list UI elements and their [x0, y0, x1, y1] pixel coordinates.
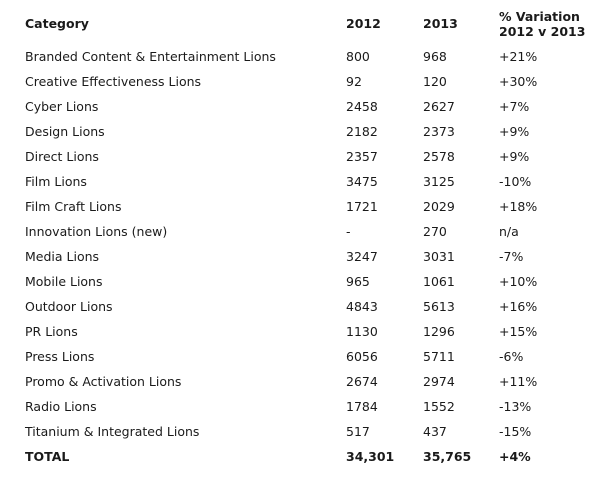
row-variation: -13% [499, 399, 532, 414]
row-category: Radio Lions [25, 399, 97, 414]
table-row: Press Lions 6056 5711 -6% [0, 344, 609, 369]
row-2012: 2458 [346, 99, 378, 114]
table-row: Direct Lions 2357 2578 +9% [0, 144, 609, 169]
row-variation: +30% [499, 74, 538, 89]
row-2013: 1552 [423, 399, 455, 414]
header-category: Category [25, 16, 89, 31]
row-2013: 1061 [423, 274, 455, 289]
row-2013: 120 [423, 74, 447, 89]
row-2012: 2357 [346, 149, 378, 164]
row-variation: -7% [499, 249, 524, 264]
row-2012: 517 [346, 424, 370, 439]
header-2012: 2012 [346, 16, 381, 31]
table-row: Film Craft Lions 1721 2029 +18% [0, 194, 609, 219]
row-2012: 92 [346, 74, 362, 89]
row-2012: 4843 [346, 299, 378, 314]
row-category: Creative Effectiveness Lions [25, 74, 202, 89]
row-category: Innovation Lions (new) [25, 224, 168, 239]
row-category: Media Lions [25, 249, 100, 264]
row-category: Design Lions [25, 124, 105, 139]
row-2013: 2578 [423, 149, 455, 164]
header-2013: 2013 [423, 16, 458, 31]
row-category: Film Lions [25, 174, 87, 189]
table-row: Radio Lions 1784 1552 -13% [0, 394, 609, 419]
table-row: Mobile Lions 965 1061 +10% [0, 269, 609, 294]
row-2012: 3247 [346, 249, 378, 264]
table-row: Outdoor Lions 4843 5613 +16% [0, 294, 609, 319]
header-variation-line2: 2012 v 2013 [499, 24, 586, 39]
row-category: Titanium & Integrated Lions [25, 424, 200, 439]
row-category: Film Craft Lions [25, 199, 122, 214]
row-2013: 2373 [423, 124, 455, 139]
row-2013: 270 [423, 224, 447, 239]
row-2013: 5613 [423, 299, 455, 314]
row-category: Branded Content & Entertainment Lions [25, 49, 276, 64]
row-variation: +18% [499, 199, 538, 214]
row-2012: 965 [346, 274, 370, 289]
row-variation: +10% [499, 274, 538, 289]
table-row: Design Lions 2182 2373 +9% [0, 119, 609, 144]
total-row: TOTAL 34,301 35,765 +4% [0, 444, 609, 469]
table-row: PR Lions 1130 1296 +15% [0, 319, 609, 344]
table-row: Promo & Activation Lions 2674 2974 +11% [0, 369, 609, 394]
row-2012: 800 [346, 49, 370, 64]
header-variation: % Variation 2012 v 2013 [499, 9, 585, 39]
table-header: Category 2012 2013 % Variation 2012 v 20… [0, 0, 609, 42]
total-2012: 34,301 [346, 449, 395, 464]
header-variation-line1: % Variation [499, 9, 580, 24]
table-row: Creative Effectiveness Lions 92 120 +30% [0, 69, 609, 94]
row-2012: 1721 [346, 199, 378, 214]
row-2013: 2627 [423, 99, 455, 114]
row-2012: 2182 [346, 124, 378, 139]
row-category: Promo & Activation Lions [25, 374, 182, 389]
row-category: Cyber Lions [25, 99, 99, 114]
row-variation: +21% [499, 49, 538, 64]
table-row: Cyber Lions 2458 2627 +7% [0, 94, 609, 119]
row-2013: 5711 [423, 349, 455, 364]
total-2013: 35,765 [423, 449, 472, 464]
row-2013: 968 [423, 49, 447, 64]
row-2013: 3031 [423, 249, 455, 264]
row-2012: 1130 [346, 324, 378, 339]
table-row: Titanium & Integrated Lions 517 437 -15% [0, 419, 609, 444]
row-variation: -10% [499, 174, 532, 189]
row-2012: - [346, 224, 351, 239]
row-2013: 3125 [423, 174, 455, 189]
row-2013: 437 [423, 424, 447, 439]
row-variation: -6% [499, 349, 524, 364]
row-variation: +16% [499, 299, 538, 314]
row-variation: n/a [499, 224, 519, 239]
row-2013: 1296 [423, 324, 455, 339]
row-category: PR Lions [25, 324, 78, 339]
row-variation: -15% [499, 424, 532, 439]
row-category: Press Lions [25, 349, 95, 364]
total-label: TOTAL [25, 449, 70, 464]
row-variation: +9% [499, 124, 530, 139]
row-category: Direct Lions [25, 149, 99, 164]
row-variation: +15% [499, 324, 538, 339]
row-2013: 2029 [423, 199, 455, 214]
row-2012: 6056 [346, 349, 378, 364]
row-2012: 3475 [346, 174, 378, 189]
row-category: Mobile Lions [25, 274, 103, 289]
row-2013: 2974 [423, 374, 455, 389]
row-category: Outdoor Lions [25, 299, 113, 314]
row-2012: 1784 [346, 399, 378, 414]
table-row: Innovation Lions (new) - 270 n/a [0, 219, 609, 244]
row-2012: 2674 [346, 374, 378, 389]
row-variation: +7% [499, 99, 530, 114]
row-variation: +11% [499, 374, 538, 389]
table-row: Branded Content & Entertainment Lions 80… [0, 44, 609, 69]
table-row: Media Lions 3247 3031 -7% [0, 244, 609, 269]
total-variation: +4% [499, 449, 531, 464]
row-variation: +9% [499, 149, 530, 164]
table-row: Film Lions 3475 3125 -10% [0, 169, 609, 194]
